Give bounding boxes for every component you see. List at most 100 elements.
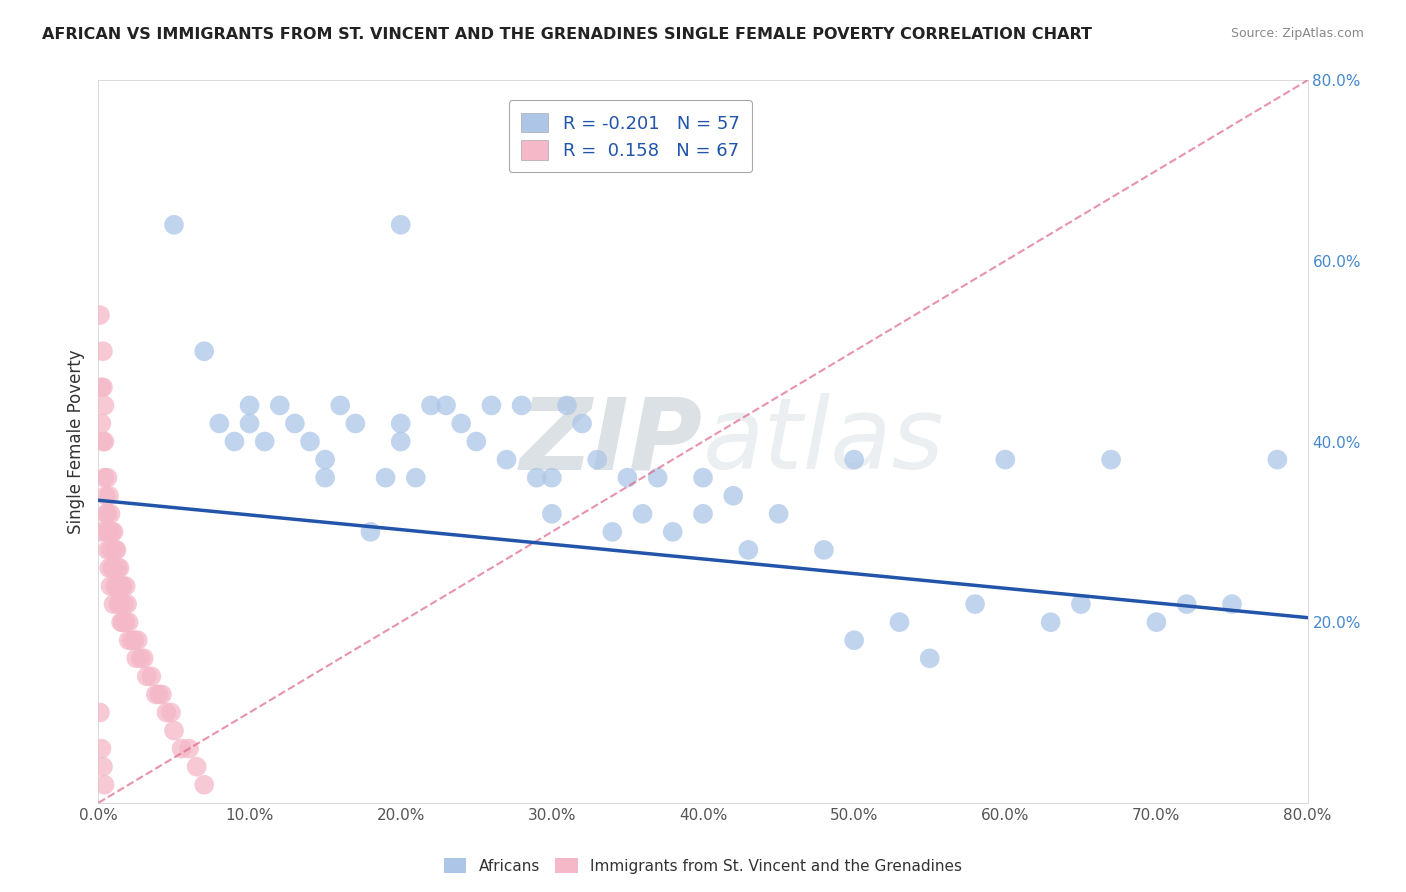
- Point: [163, 218, 186, 232]
- Point: [101, 524, 124, 539]
- Point: [96, 542, 118, 557]
- Point: [631, 507, 654, 521]
- Text: AFRICAN VS IMMIGRANTS FROM ST. VINCENT AND THE GRENADINES SINGLE FEMALE POVERTY : AFRICAN VS IMMIGRANTS FROM ST. VINCENT A…: [42, 27, 1092, 42]
- Point: [1070, 597, 1092, 611]
- Point: [555, 398, 578, 412]
- Point: [170, 741, 193, 756]
- Point: [91, 380, 114, 394]
- Legend: R = -0.201   N = 57, R =  0.158   N = 67: R = -0.201 N = 57, R = 0.158 N = 67: [509, 100, 752, 172]
- Point: [110, 579, 132, 593]
- Legend: Africans, Immigrants from St. Vincent and the Grenadines: Africans, Immigrants from St. Vincent an…: [437, 852, 969, 880]
- Point: [965, 597, 987, 611]
- Point: [105, 579, 128, 593]
- Text: atlas: atlas: [703, 393, 945, 490]
- Point: [647, 471, 669, 485]
- Point: [737, 542, 759, 557]
- Text: Source: ZipAtlas.com: Source: ZipAtlas.com: [1230, 27, 1364, 40]
- Point: [374, 471, 396, 485]
- Point: [93, 398, 115, 412]
- Point: [118, 633, 141, 648]
- Point: [104, 579, 127, 593]
- Point: [150, 687, 173, 701]
- Point: [692, 507, 714, 521]
- Point: [96, 507, 118, 521]
- Point: [813, 542, 835, 557]
- Text: ZIP: ZIP: [520, 393, 703, 490]
- Point: [329, 398, 352, 412]
- Point: [148, 687, 170, 701]
- Point: [94, 524, 117, 539]
- Point: [1175, 597, 1198, 611]
- Point: [495, 452, 517, 467]
- Point: [100, 507, 122, 521]
- Point: [193, 778, 215, 792]
- Point: [89, 706, 111, 720]
- Point: [1039, 615, 1062, 630]
- Point: [1144, 615, 1167, 630]
- Point: [103, 561, 125, 575]
- Point: [112, 597, 135, 611]
- Point: [239, 398, 262, 412]
- Point: [1099, 452, 1122, 467]
- Point: [101, 561, 124, 575]
- Point: [132, 651, 155, 665]
- Point: [107, 597, 129, 611]
- Point: [111, 579, 134, 593]
- Point: [105, 542, 128, 557]
- Point: [540, 507, 562, 521]
- Point: [723, 489, 745, 503]
- Point: [114, 615, 136, 630]
- Point: [284, 417, 307, 431]
- Point: [94, 507, 117, 521]
- Point: [994, 452, 1017, 467]
- Point: [91, 760, 114, 774]
- Point: [104, 542, 127, 557]
- Point: [91, 434, 114, 449]
- Point: [96, 471, 118, 485]
- Point: [93, 471, 115, 485]
- Point: [434, 398, 457, 412]
- Point: [111, 615, 134, 630]
- Point: [465, 434, 488, 449]
- Point: [344, 417, 367, 431]
- Point: [314, 471, 336, 485]
- Point: [124, 633, 146, 648]
- Point: [616, 471, 638, 485]
- Point: [163, 723, 186, 738]
- Point: [98, 524, 121, 539]
- Point: [94, 489, 117, 503]
- Point: [98, 489, 121, 503]
- Point: [768, 507, 790, 521]
- Point: [889, 615, 911, 630]
- Point: [108, 597, 131, 611]
- Point: [129, 651, 152, 665]
- Point: [1220, 597, 1243, 611]
- Point: [389, 417, 412, 431]
- Point: [90, 741, 112, 756]
- Point: [93, 778, 115, 792]
- Point: [314, 452, 336, 467]
- Point: [98, 561, 121, 575]
- Point: [526, 471, 548, 485]
- Point: [89, 524, 111, 539]
- Point: [193, 344, 215, 359]
- Point: [239, 417, 262, 431]
- Point: [299, 434, 322, 449]
- Point: [420, 398, 443, 412]
- Point: [114, 579, 136, 593]
- Point: [661, 524, 683, 539]
- Point: [389, 218, 412, 232]
- Point: [540, 471, 562, 485]
- Point: [481, 398, 503, 412]
- Point: [127, 633, 149, 648]
- Point: [918, 651, 941, 665]
- Point: [586, 452, 609, 467]
- Point: [269, 398, 291, 412]
- Point: [107, 561, 129, 575]
- Point: [145, 687, 167, 701]
- Point: [224, 434, 246, 449]
- Point: [1267, 452, 1289, 467]
- Point: [179, 741, 201, 756]
- Point: [89, 308, 111, 322]
- Point: [360, 524, 382, 539]
